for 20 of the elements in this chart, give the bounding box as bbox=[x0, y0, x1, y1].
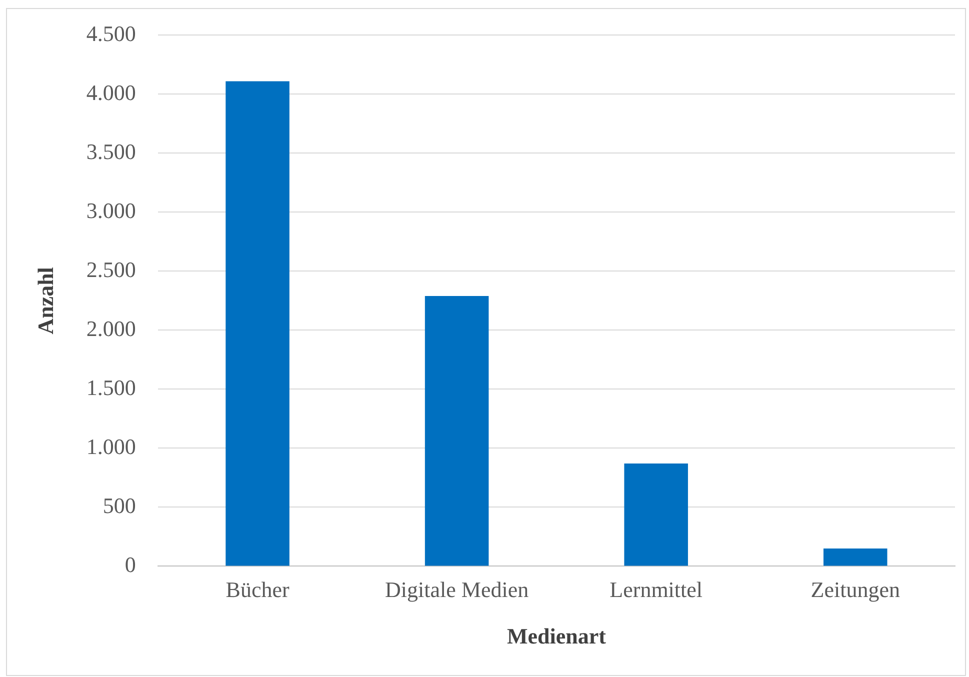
y-tick-label: 4.500 bbox=[86, 20, 136, 46]
y-tick-label: 3.000 bbox=[86, 198, 136, 223]
x-axis-title: Medienart bbox=[506, 623, 607, 648]
x-tick-label: Lernmittel bbox=[610, 577, 703, 602]
x-tick-label: Bücher bbox=[226, 577, 290, 602]
y-tick-label: 500 bbox=[102, 492, 136, 518]
x-tick-label: Zeitungen bbox=[810, 577, 900, 602]
x-tick-label: Digitale Medien bbox=[385, 577, 529, 602]
bar bbox=[823, 548, 888, 566]
y-tick-label: 1.500 bbox=[86, 374, 136, 400]
y-tick-label: 3.500 bbox=[86, 138, 136, 164]
bar bbox=[226, 81, 290, 566]
bar bbox=[624, 464, 688, 566]
bar bbox=[424, 296, 489, 566]
y-axis-title: Anzahl bbox=[32, 267, 58, 334]
y-tick-label: 0 bbox=[124, 552, 136, 577]
y-tick-label: 2.000 bbox=[86, 316, 136, 341]
y-tick-label: 1.000 bbox=[86, 434, 136, 459]
y-tick-label: 2.500 bbox=[86, 256, 136, 282]
y-tick-label: 4.000 bbox=[86, 80, 136, 105]
